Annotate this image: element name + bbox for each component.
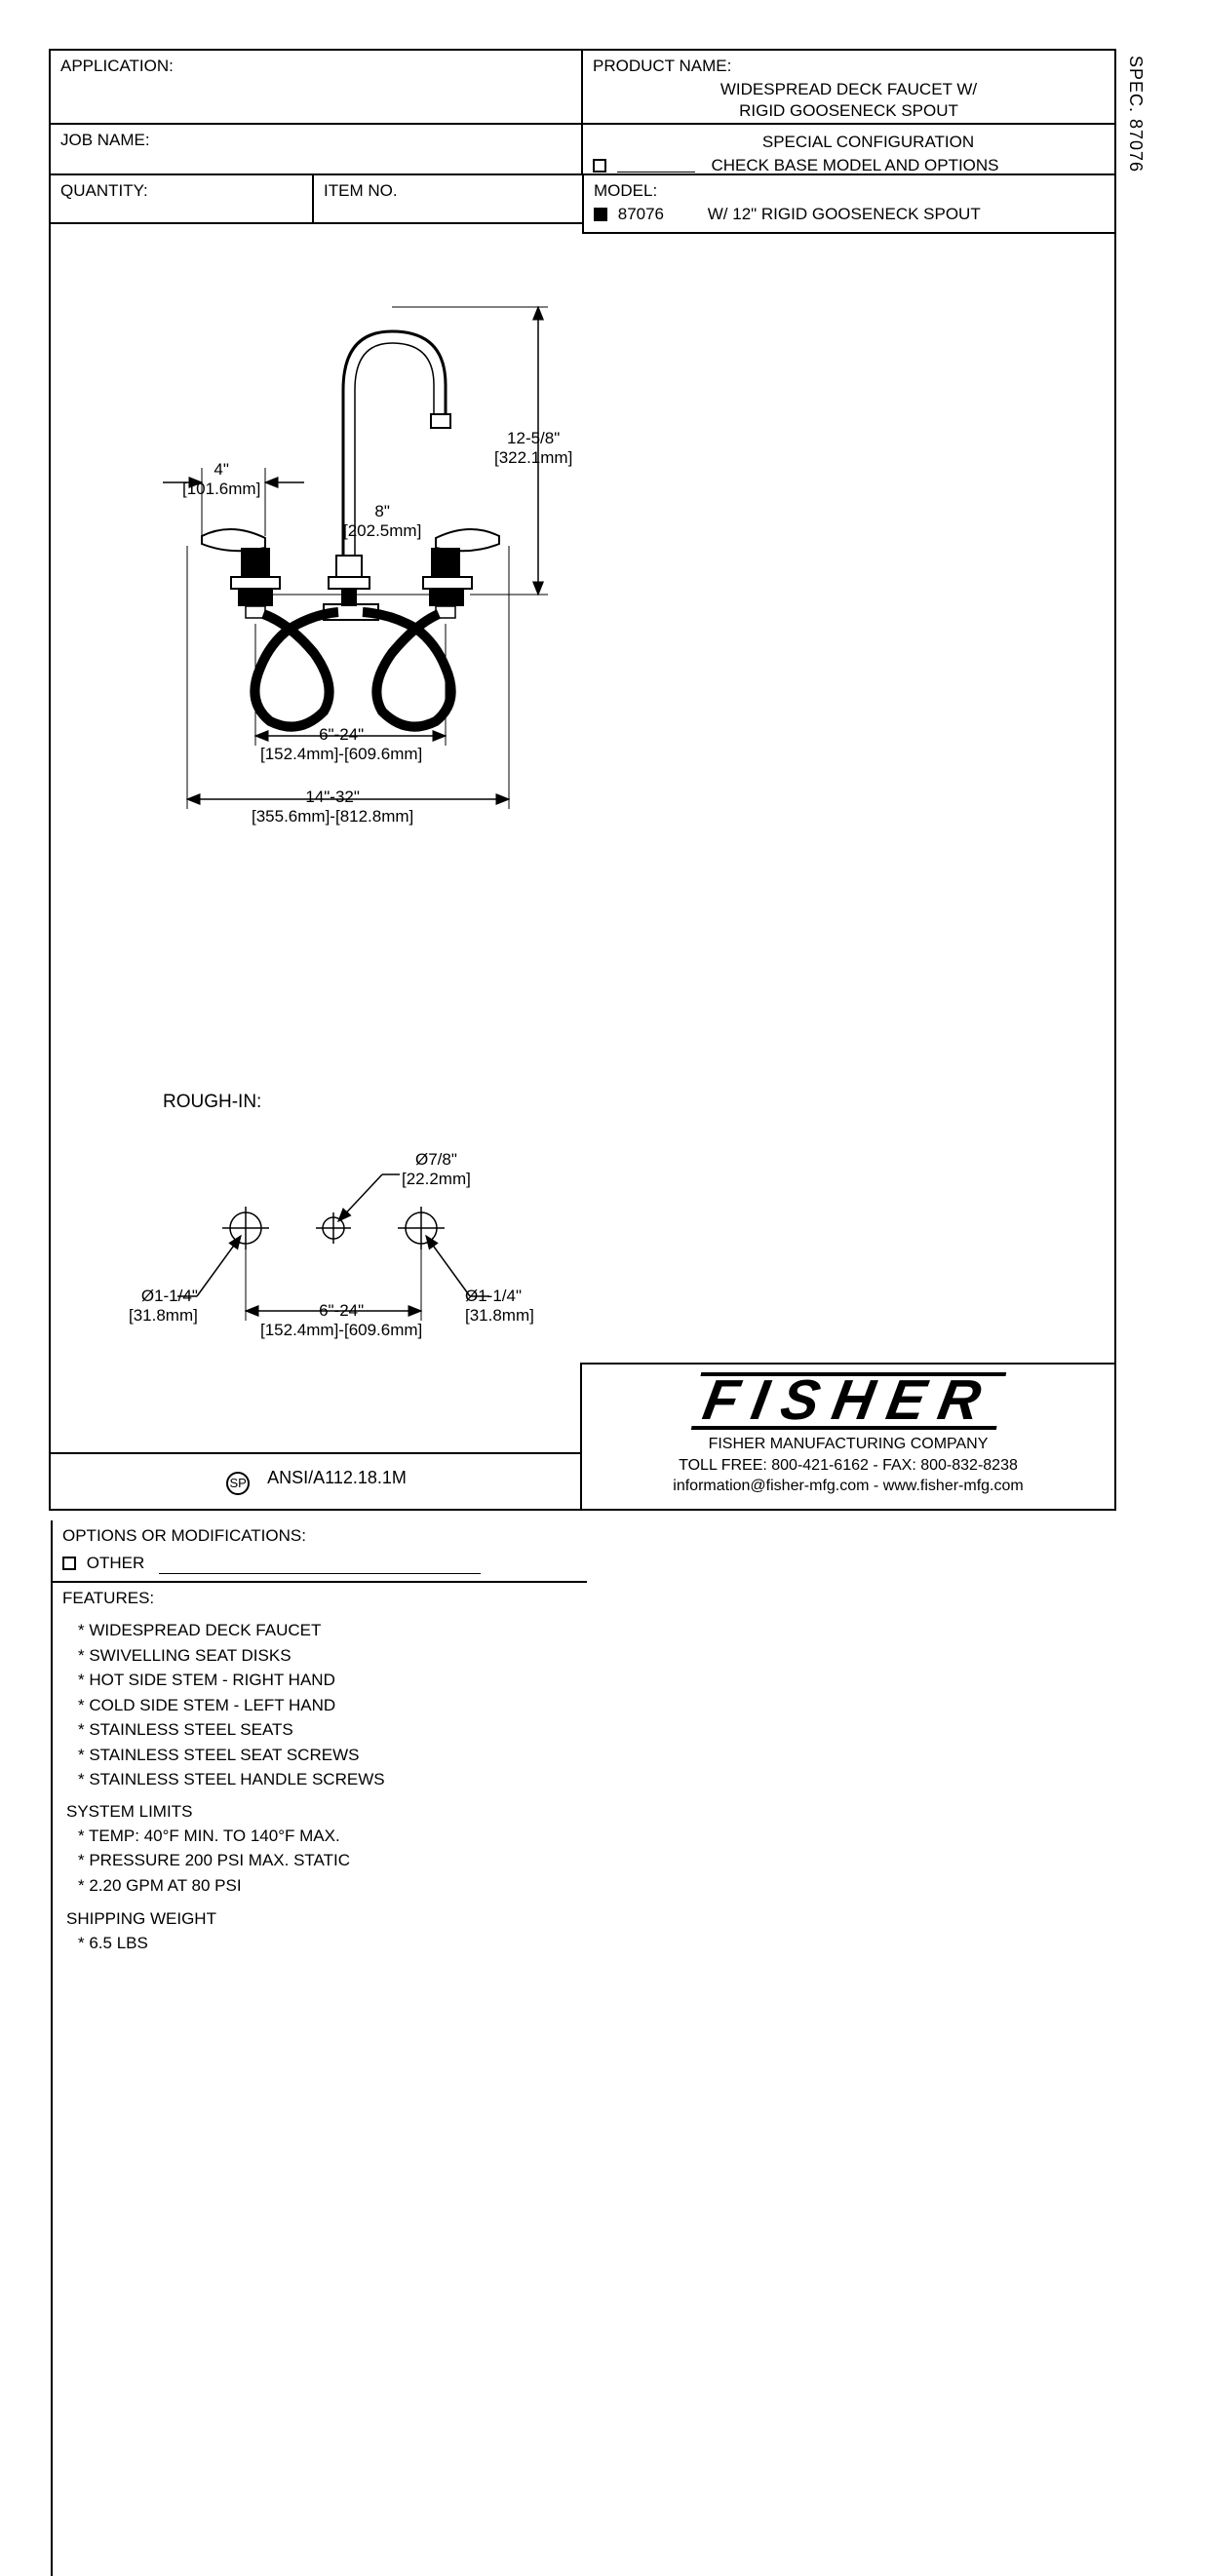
dim-r2mm: [31.8mm] [129,1306,198,1326]
application-label: APPLICATION: [60,57,174,75]
job-name-label: JOB NAME: [60,131,150,149]
config-cell: SPECIAL CONFIGURATION CHECK BASE MODEL A… [581,125,1114,175]
footer: FISHER FISHER MANUFACTURING COMPANY TOLL… [580,1363,1114,1509]
feature-item: * HOT SIDE STEM - RIGHT HAND [78,1668,567,1693]
dim-12mm: [322.1mm] [494,448,572,468]
job-name-cell: JOB NAME: [51,125,581,175]
feature-item: * SWIVELLING SEAT DISKS [78,1643,567,1669]
roughin-label: ROUGH-IN: [163,1092,261,1113]
dim-r4mm: [31.8mm] [465,1306,534,1326]
product-line2: RIGID GOOSENECK SPOUT [593,100,1105,122]
model-label: MODEL: [594,181,1105,201]
shipping-value: * 6.5 LBS [78,1931,567,1956]
other-label: OTHER [87,1554,145,1572]
limit-item: * TEMP: 40°F MIN. TO 140°F MAX. [78,1824,567,1849]
dim-r1mm: [22.2mm] [402,1170,471,1189]
features-label: FEATURES: [62,1589,577,1608]
application-cell: APPLICATION: [51,51,581,125]
dim-r3in: 6"-24" [260,1301,422,1321]
quantity-cell: QUANTITY: [51,175,314,224]
dim-r2in: Ø1-1/4" [129,1287,198,1306]
dim-624mm: [152.4mm]-[609.6mm] [260,745,422,764]
config-checkbox[interactable] [593,159,606,173]
features-cell: FEATURES: * WIDESPREAD DECK FAUCET* SWIV… [53,1583,587,1966]
model-checkbox [594,208,607,221]
feature-item: * STAINLESS STEEL SEAT SCREWS [78,1743,567,1768]
csa-icon: SP [226,1472,250,1495]
other-checkbox[interactable] [62,1557,76,1570]
dim-4in: 4" [182,460,260,480]
shipping-title: SHIPPING WEIGHT [62,1909,577,1929]
config-line1: SPECIAL CONFIGURATION [593,131,1105,154]
footer-web: information@fisher-mfg.com - www.fisher-… [592,1476,1105,1497]
dim-4mm: [101.6mm] [182,480,260,499]
item-no-cell: ITEM NO. [314,175,582,224]
limit-item: * PRESSURE 200 PSI MAX. STATIC [78,1848,567,1873]
product-name-label: PRODUCT NAME: [593,57,1105,76]
dim-1432mm: [355.6mm]-[812.8mm] [252,807,413,827]
limit-item: * 2.20 GPM AT 80 PSI [78,1873,567,1899]
fisher-logo: FISHER [690,1372,1005,1430]
dim-624in: 6"-24" [260,725,422,745]
model-cell: MODEL: 87076 W/ 12" RIGID GOOSENECK SPOU… [582,175,1114,234]
config-line2: CHECK BASE MODEL AND OPTIONS [711,156,998,174]
dim-r3mm: [152.4mm]-[609.6mm] [260,1321,422,1340]
spec-sheet: SPEC. 87076 APPLICATION: PRODUCT NAME: W… [49,49,1116,1511]
item-no-label: ITEM NO. [324,181,398,200]
quantity-label: QUANTITY: [60,181,148,200]
footer-phone: TOLL FREE: 800-421-6162 - FAX: 800-832-8… [592,1455,1105,1477]
feature-item: * STAINLESS STEEL SEATS [78,1717,567,1743]
dim-8mm: [202.5mm] [343,521,421,541]
model-number: 87076 [618,205,664,223]
feature-item: * STAINLESS STEEL HANDLE SCREWS [78,1767,567,1792]
dim-1432in: 14"-32" [252,788,413,807]
dim-8in: 8" [343,502,421,521]
dim-r1in: Ø7/8" [402,1150,471,1170]
model-desc: W/ 12" RIGID GOOSENECK SPOUT [708,205,981,223]
spec-number-side: SPEC. 87076 [1125,56,1146,173]
right-info-col: OPTIONS OR MODIFICATIONS: OTHER FEATURES… [51,1520,585,2576]
product-name-cell: PRODUCT NAME: WIDESPREAD DECK FAUCET W/ … [581,51,1114,125]
dim-12in: 12-5/8" [494,429,572,448]
product-line1: WIDESPREAD DECK FAUCET W/ [593,79,1105,100]
options-label: OPTIONS OR MODIFICATIONS: [62,1526,577,1546]
other-blank [159,1573,481,1574]
config-blank [617,172,695,173]
footer-company: FISHER MANUFACTURING COMPANY [592,1434,1105,1455]
ansi-block: SP ANSI/A112.18.1M [51,1452,582,1509]
drawing-area: 4" [101.6mm] 8" [202.5mm] 12-5/8" [322.1… [51,234,582,1520]
ansi-text: ANSI/A112.18.1M [267,1468,407,1487]
options-cell: OPTIONS OR MODIFICATIONS: OTHER [53,1520,587,1583]
feature-item: * WIDESPREAD DECK FAUCET [78,1618,567,1643]
dim-r4in: Ø1-1/4" [465,1287,534,1306]
feature-item: * COLD SIDE STEM - LEFT HAND [78,1693,567,1718]
system-limits-title: SYSTEM LIMITS [62,1802,577,1822]
